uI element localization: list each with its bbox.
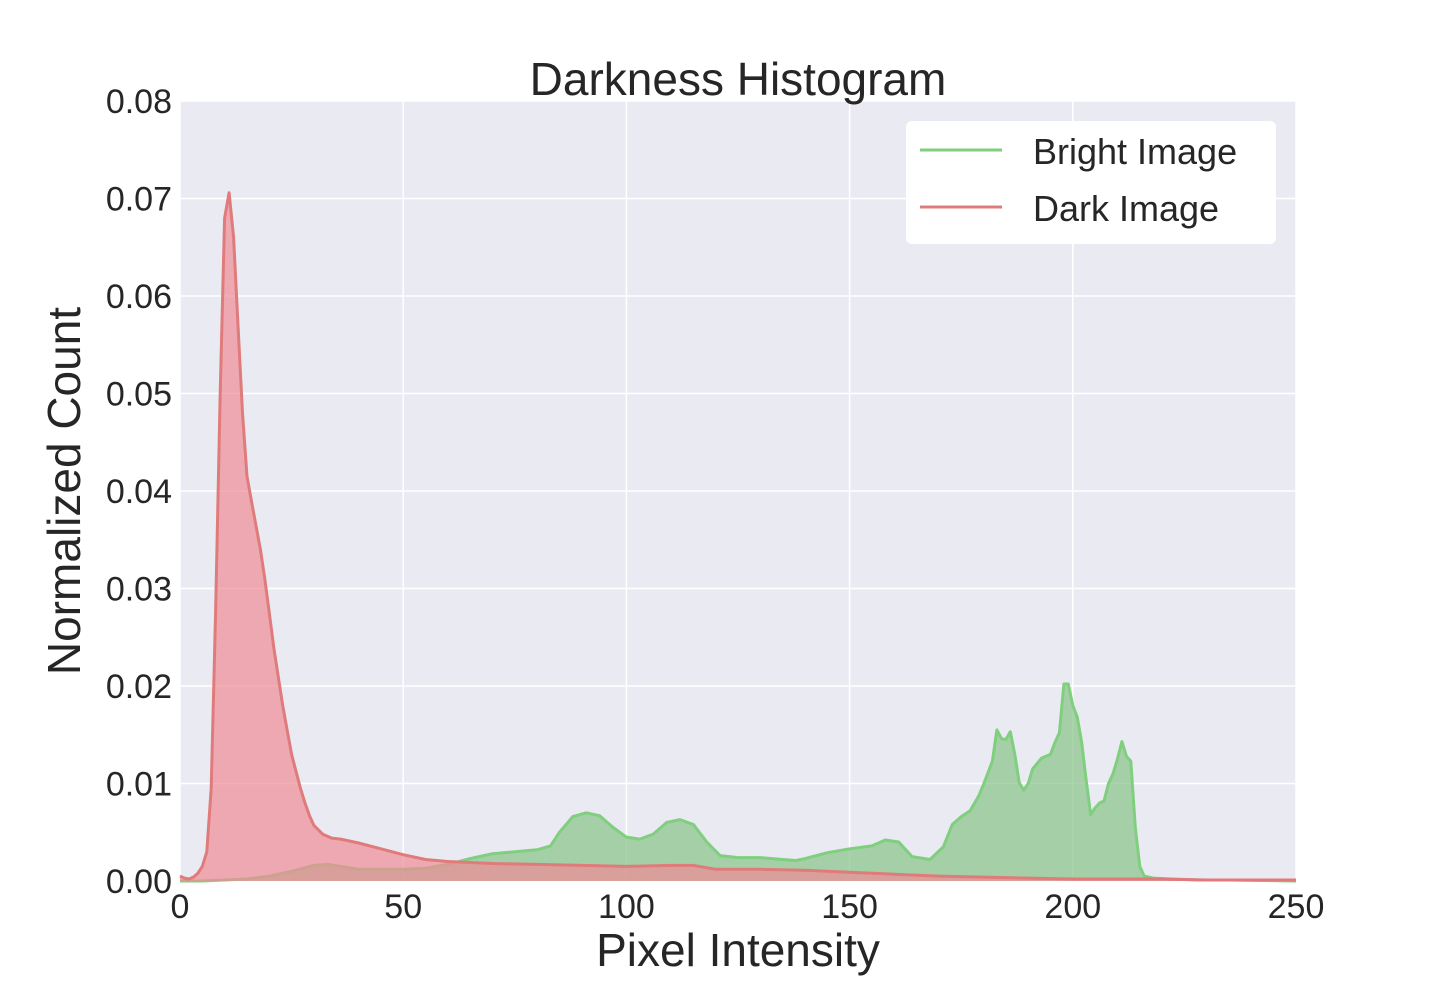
y-tick-label: 0.02	[106, 668, 172, 706]
y-tick-label: 0.01	[106, 766, 172, 804]
x-tick-label: 250	[1268, 888, 1325, 926]
y-tick-label: 0.05	[106, 376, 172, 414]
series-line-bright-image	[180, 682, 1297, 883]
legend-box	[906, 121, 1276, 244]
y-tick-label: 0.08	[106, 83, 172, 121]
y-tick-label: 0.07	[106, 181, 172, 219]
legend-label-bright: Bright Image	[1033, 131, 1237, 172]
series-area-dark-image	[180, 192, 1296, 881]
x-tick-label: 200	[1044, 888, 1101, 926]
y-tick-labels: 0.00 0.01 0.02 0.03 0.04 0.05 0.06 0.07 0.08	[106, 83, 172, 901]
y-tick-label: 0.03	[106, 571, 172, 609]
y-tick-label: 0.06	[106, 278, 172, 316]
y-tick-label: 0.00	[106, 863, 172, 901]
x-tick-label: 50	[384, 888, 422, 926]
series-line-dark-image	[179, 191, 1296, 882]
grid-lines	[179, 100, 1297, 882]
legend: Bright Image Dark Image	[906, 121, 1276, 244]
series-layer	[179, 191, 1297, 883]
x-tick-label: 0	[171, 888, 190, 926]
legend-label-dark: Dark Image	[1033, 188, 1219, 229]
x-tick-labels: 0 50 100 150 200 250	[171, 888, 1325, 926]
chart-title: Darkness Histogram	[530, 53, 947, 105]
y-axis-label: Normalized Count	[38, 307, 90, 675]
series-area-bright-image	[180, 684, 1296, 881]
x-axis-label: Pixel Intensity	[596, 924, 880, 976]
x-tick-label: 150	[821, 888, 878, 926]
x-tick-label: 100	[598, 888, 655, 926]
y-tick-label: 0.04	[106, 473, 172, 511]
